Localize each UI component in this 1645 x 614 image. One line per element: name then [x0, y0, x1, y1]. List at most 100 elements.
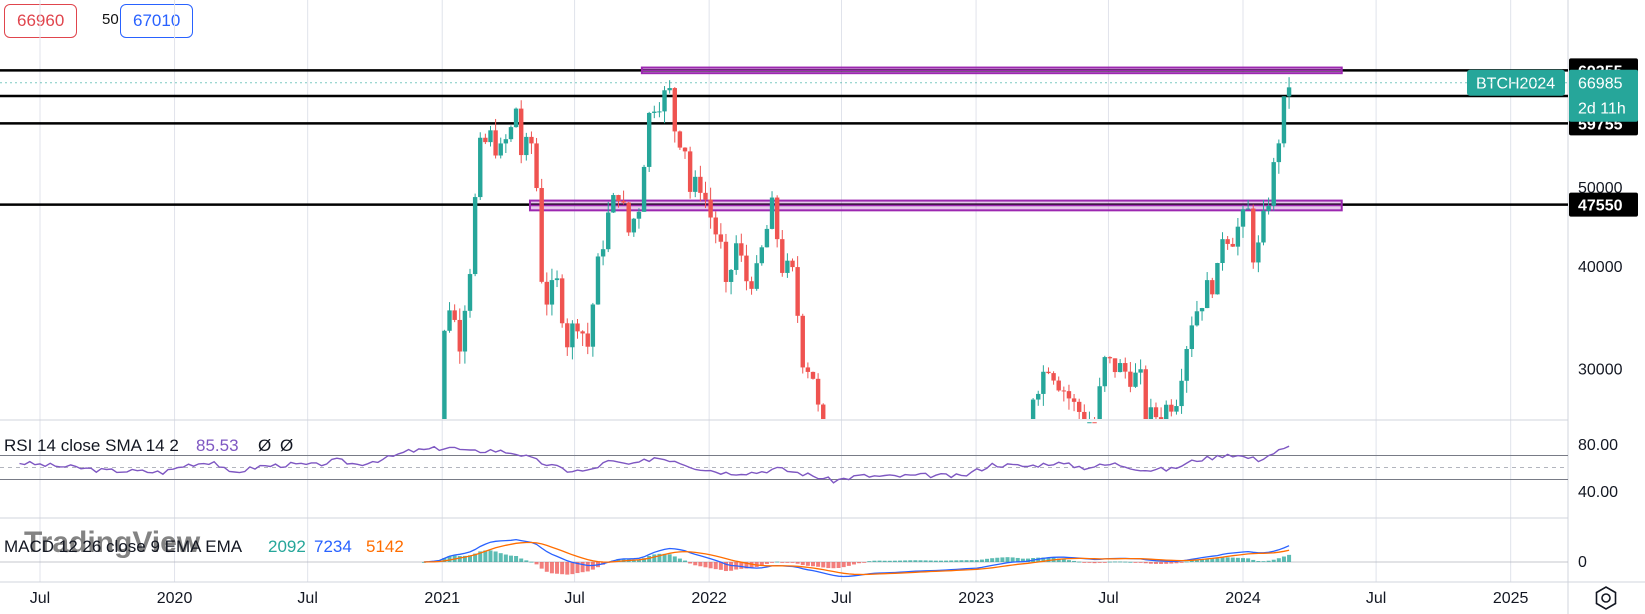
bid-price-box[interactable]: 66960 [4, 4, 78, 38]
macd-histogram-bar [949, 560, 954, 562]
macd-histogram-bar [636, 559, 641, 562]
macd-value-signal: 5142 [366, 537, 404, 556]
macd-histogram-bar [846, 562, 851, 566]
macd-histogram-bar [683, 560, 688, 562]
macd-histogram-bar [1230, 557, 1235, 562]
candle-up [693, 176, 698, 192]
candle-up [1215, 263, 1220, 295]
candle-up [652, 111, 657, 113]
macd-histogram-bar [974, 560, 979, 562]
candle-down [539, 188, 544, 282]
time-axis-tick: Jul [564, 590, 584, 607]
macd-histogram-bar [570, 562, 575, 575]
candle-down [672, 88, 677, 132]
candle-up [1184, 349, 1189, 381]
candle-up [600, 249, 606, 257]
candle-up [1240, 209, 1246, 227]
gear-hexagon-outline [1595, 586, 1617, 610]
macd-histogram-bar [1169, 562, 1174, 564]
candle-down [723, 241, 729, 282]
macd-histogram-bar [857, 562, 862, 564]
macd-histogram-bar [1225, 557, 1230, 562]
candle-up [1271, 162, 1276, 206]
candle-down [1158, 417, 1164, 419]
candle-up [524, 136, 529, 156]
macd-histogram-bar [729, 562, 734, 571]
last-price-text: 66985 [1578, 76, 1623, 93]
macd-histogram-bar [959, 560, 964, 562]
candle-down [529, 136, 534, 144]
candle-down [483, 137, 488, 143]
time-axis-tick: Jul [297, 590, 317, 607]
candle-up [1148, 407, 1154, 419]
candle-up [1036, 393, 1041, 400]
candle-up [667, 88, 672, 91]
time-axis-tick: 2023 [958, 590, 994, 607]
macd-histogram-bar [662, 553, 667, 562]
candle-down [1056, 380, 1061, 391]
macd-histogram-bar [468, 555, 473, 562]
rsi-pane [0, 445, 1568, 484]
candle-down [698, 176, 703, 193]
time-axis-tick: 2024 [1225, 590, 1261, 607]
candle-down [780, 239, 785, 273]
macd-histogram-bar [1087, 562, 1092, 563]
candle-down [452, 310, 457, 320]
rsi-extra-2: Ø [280, 436, 293, 455]
macd-histogram-bar [1194, 559, 1199, 562]
candle-down [1128, 371, 1133, 387]
countdown-text: 2d 11h [1578, 101, 1626, 118]
macd-histogram-bar [1256, 561, 1261, 562]
candle-up [759, 247, 764, 264]
macd-histogram-bar [867, 561, 872, 562]
rsi-title: RSI 14 close SMA 14 2 [4, 436, 179, 455]
candle-down [774, 197, 780, 240]
macd-histogram-bar [969, 560, 974, 562]
macd-histogram-bar [831, 562, 836, 569]
candle-down [621, 200, 626, 203]
macd-histogram-bar [498, 553, 503, 562]
rsi-axis-tick: 80.00 [1578, 437, 1618, 454]
candle-up [1281, 96, 1287, 144]
macd-histogram-bar [933, 560, 938, 562]
macd-histogram-bar [703, 562, 708, 568]
macd-histogram-bar [565, 562, 570, 575]
macd-histogram-bar [539, 562, 544, 569]
candle-up [1102, 357, 1107, 387]
macd-signal-line [423, 541, 1290, 576]
macd-histogram-bar [447, 556, 452, 562]
price-badges: 69355645405975547550BTCH2024669852d 11h [0, 58, 1638, 217]
macd-histogram-bar [1077, 561, 1082, 563]
macd-histogram-bar [923, 560, 928, 562]
candle-up [1266, 205, 1271, 211]
macd-histogram-bar [764, 562, 769, 564]
candle-down [1210, 280, 1215, 295]
macd-histogram-bar [1107, 561, 1112, 563]
time-axis-tick: Jul [831, 590, 851, 607]
macd-histogram-bar [1164, 562, 1169, 564]
macd-histogram-bar [478, 551, 483, 562]
candle-up [641, 166, 647, 212]
macd-histogram-bar [585, 562, 590, 572]
candle-up [1041, 371, 1046, 394]
macd-histogram-bar [549, 562, 554, 574]
time-axis-tick: 2022 [691, 590, 727, 607]
candle-down [1066, 391, 1072, 399]
rsi-line [19, 445, 1290, 484]
macd-histogram-bar [1281, 556, 1286, 562]
candle-down [739, 243, 744, 256]
horizontal-levels [0, 69, 1568, 206]
macd-histogram-bar [442, 557, 447, 562]
macd-histogram-bar [524, 560, 529, 562]
macd-histogram-bar [1210, 558, 1215, 562]
ask-price-box[interactable]: 67010 [120, 4, 194, 38]
candle-down [1061, 390, 1067, 392]
macd-histogram-bar [652, 554, 657, 562]
level-badge-text: 47550 [1578, 198, 1623, 215]
candle-down [457, 319, 462, 352]
candle-down [795, 267, 800, 316]
candle-up [1276, 143, 1282, 163]
gear-hexagon-icon[interactable] [1595, 586, 1617, 610]
macd-histogram-bar [954, 560, 959, 562]
